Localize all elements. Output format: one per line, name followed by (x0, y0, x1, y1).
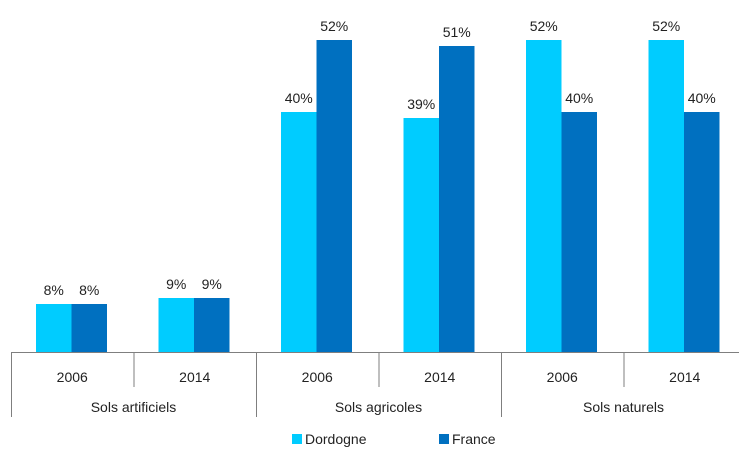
value-label-dordogne-0: 8% (44, 282, 64, 298)
legend: Dordogne France (0, 431, 739, 451)
value-label-france-4: 40% (565, 90, 593, 106)
value-label-france-0: 8% (79, 282, 99, 298)
group-label-1: Sols agricoles (335, 399, 422, 415)
legend-label-dordogne: Dordogne (305, 431, 367, 447)
legend-item-dordogne: Dordogne (292, 431, 367, 447)
bar-dordogne-1 (158, 298, 194, 352)
value-label-dordogne-4: 52% (530, 18, 558, 34)
bar-dordogne-3 (403, 118, 439, 352)
category-label-5: 2014 (669, 369, 700, 385)
bar-france-2 (316, 40, 352, 352)
value-label-dordogne-2: 40% (285, 90, 313, 106)
value-label-dordogne-1: 9% (166, 276, 186, 292)
value-label-france-5: 40% (688, 90, 716, 106)
bar-dordogne-2 (281, 112, 317, 352)
value-label-dordogne-3: 39% (407, 96, 435, 112)
legend-label-france: France (452, 431, 496, 447)
group-label-0: Sols artificiels (91, 399, 177, 415)
category-label-3: 2014 (424, 369, 455, 385)
bar-france-1 (194, 298, 230, 352)
value-label-dordogne-5: 52% (652, 18, 680, 34)
category-label-2: 2006 (302, 369, 333, 385)
legend-item-france: France (439, 431, 496, 447)
category-label-1: 2014 (179, 369, 210, 385)
bars-layer (36, 40, 720, 352)
bar-france-0 (71, 304, 107, 352)
bar-france-4 (561, 112, 597, 352)
bar-france-5 (684, 112, 720, 352)
category-label-0: 2006 (57, 369, 88, 385)
value-label-france-3: 51% (443, 24, 471, 40)
legend-swatch-dordogne (292, 434, 302, 444)
value-label-france-2: 52% (320, 18, 348, 34)
bar-chart: 8% 8% 9% 9% 40% 52% 39% 51% 52% 40% 52% 40% 2006 201… (11, 18, 739, 417)
legend-swatch-france (439, 434, 449, 444)
bar-dordogne-0 (36, 304, 72, 352)
value-label-france-1: 9% (202, 276, 222, 292)
bar-dordogne-4 (526, 40, 562, 352)
bar-france-3 (439, 46, 475, 352)
value-labels-layer: 8% 8% 9% 9% 40% 52% 39% 51% 52% 40% 52% 40% (44, 18, 716, 298)
group-label-2: Sols naturels (583, 399, 664, 415)
category-label-4: 2006 (547, 369, 578, 385)
bar-dordogne-5 (648, 40, 684, 352)
